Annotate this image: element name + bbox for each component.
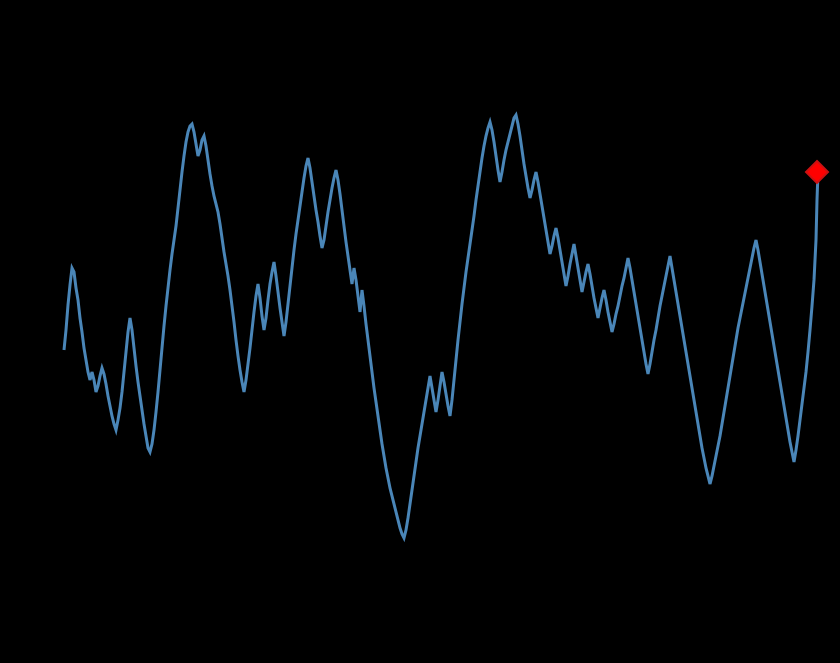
series-group <box>62 111 820 543</box>
series-line-1 <box>62 111 820 543</box>
marker-group <box>804 159 830 185</box>
last-point-marker <box>804 159 830 185</box>
